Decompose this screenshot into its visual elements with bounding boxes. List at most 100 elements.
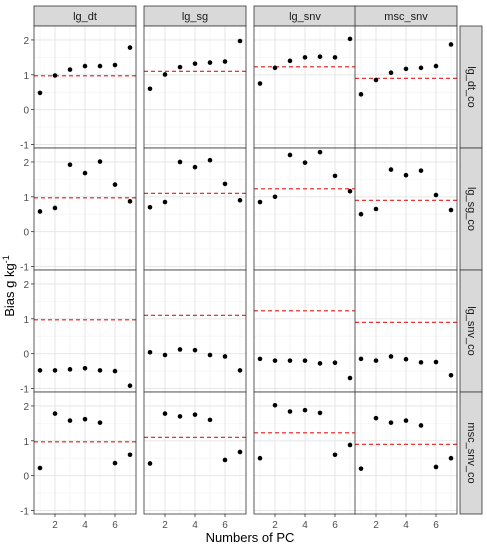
y-axis-title: Bias g kg-1 [1, 255, 17, 317]
data-point [418, 65, 424, 71]
data-point [127, 452, 133, 458]
facet-panel: -1 0 1 2 [20, 269, 137, 396]
facet-row-strip [459, 391, 483, 515]
data-point [332, 173, 338, 179]
data-point [112, 182, 118, 187]
data-point [332, 55, 338, 60]
data-point [127, 45, 133, 50]
y-tick-label: 0 [23, 472, 29, 483]
facet-panel [253, 269, 357, 393]
facet-row-label: lg_dt_co [465, 66, 477, 108]
facet-row-label: msc_snv_co [465, 422, 477, 483]
facet-panel [143, 25, 247, 149]
data-point [37, 90, 43, 96]
data-point [272, 358, 278, 363]
data-point [127, 383, 133, 389]
data-point [112, 368, 118, 374]
data-point [302, 55, 308, 60]
data-point [418, 423, 424, 428]
data-point [272, 194, 278, 200]
data-point [162, 411, 168, 416]
x-tick-label: 2 [162, 520, 168, 531]
facet-panel [253, 25, 357, 149]
data-point [332, 452, 338, 458]
y-tick-label: 2 [23, 158, 29, 169]
data-point [67, 367, 73, 372]
data-point [222, 181, 228, 187]
data-point [207, 157, 213, 163]
data-point [388, 70, 394, 76]
data-point [302, 358, 308, 363]
x-tick-label: 4 [403, 520, 409, 531]
data-point [347, 442, 353, 448]
data-point [177, 347, 183, 352]
x-tick-label: 6 [332, 520, 338, 531]
data-point [388, 354, 394, 359]
data-point [433, 192, 439, 198]
facet-row-label: lg_sg_co [465, 187, 477, 231]
facet-column-label: lg_dt [73, 11, 97, 23]
y-axis-title-exponent: -1 [1, 255, 11, 263]
data-point [317, 361, 323, 366]
data-point [177, 414, 183, 419]
facet-panel: -1 0 1 2 [20, 25, 137, 152]
x-tick-label: 4 [82, 520, 88, 531]
data-point [147, 349, 153, 355]
facet-panel: 2 4 6 [253, 391, 357, 531]
facet-panel [354, 269, 458, 393]
data-point [433, 464, 439, 470]
data-point [162, 199, 168, 205]
data-point [67, 418, 73, 423]
data-point [82, 63, 88, 69]
data-point [162, 352, 168, 358]
data-point [52, 368, 58, 373]
data-point [222, 457, 228, 463]
x-axis-title: Numbers of PC [206, 530, 295, 545]
data-point [403, 66, 409, 72]
data-point [207, 352, 213, 358]
panels-layer: lg_dt lg_sg lg_snv msc_snv lg_dt_co lg_sg_col… [20, 5, 483, 531]
data-point [97, 420, 103, 425]
data-point [358, 356, 364, 362]
y-tick-label: 2 [23, 36, 29, 47]
data-point [332, 360, 338, 366]
data-point [373, 77, 379, 83]
data-point [418, 168, 424, 173]
data-point [403, 172, 409, 178]
data-point [358, 92, 364, 97]
y-tick-label: -1 [20, 507, 29, 518]
facet-panel: -1 0 1 2 [20, 147, 137, 274]
data-point [257, 356, 263, 362]
data-point [287, 409, 293, 414]
data-point [52, 73, 58, 78]
facet-panel [143, 269, 247, 393]
y-tick-label: 1 [23, 193, 29, 204]
data-point [287, 152, 293, 158]
data-point [388, 167, 394, 172]
y-tick-label: -1 [20, 141, 29, 152]
y-tick-label: 0 [23, 106, 29, 117]
data-point [287, 58, 293, 64]
y-axis-title-text: Bias g kg [2, 263, 17, 316]
facet-row-label: lg_snv_co [465, 306, 477, 356]
data-point [347, 188, 353, 194]
x-tick-label: 2 [373, 520, 379, 531]
data-point [192, 347, 198, 353]
data-point [237, 449, 243, 455]
data-point [237, 197, 243, 203]
data-point [177, 64, 183, 70]
y-tick-label: -1 [20, 385, 29, 396]
data-point [448, 455, 454, 461]
data-point [257, 455, 263, 461]
x-tick-label: 2 [272, 520, 278, 531]
labels-layer: Numbers of PC Bias g kg-1 [1, 255, 294, 545]
data-point [52, 205, 58, 211]
y-tick-label: -1 [20, 263, 29, 274]
data-point [37, 209, 43, 214]
data-point [302, 407, 308, 413]
data-point [287, 358, 293, 363]
data-point [82, 170, 88, 176]
data-point [448, 207, 454, 213]
